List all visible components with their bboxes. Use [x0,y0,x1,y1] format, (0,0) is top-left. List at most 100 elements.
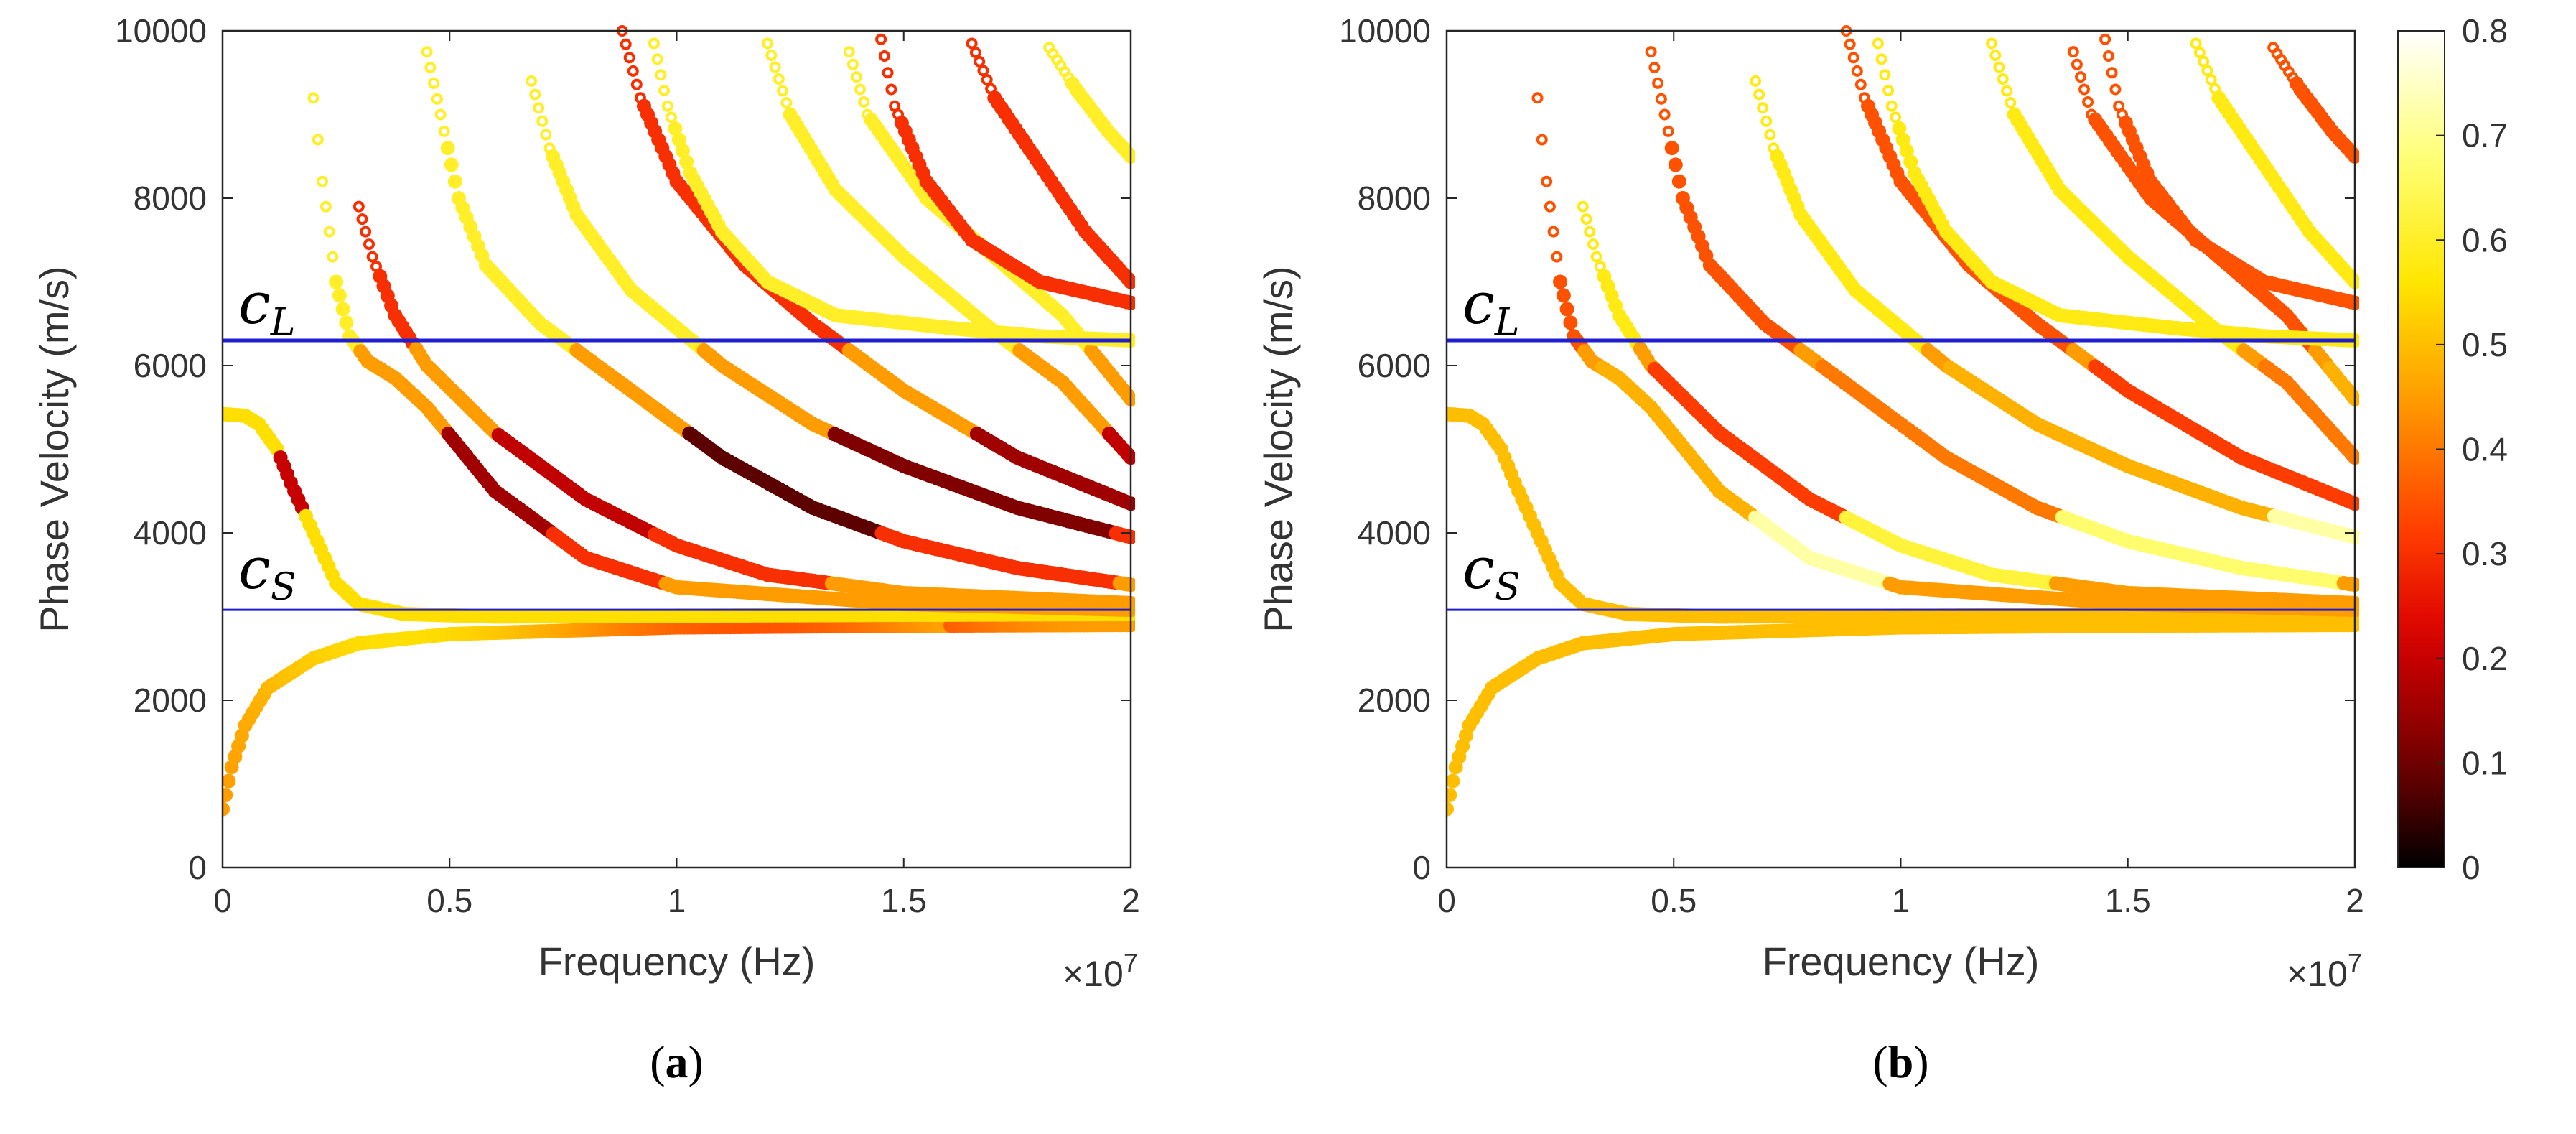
colorbar-tick-label: 0.5 [2462,326,2508,363]
data-point [1547,226,1559,238]
x-tick-label: 1 [668,882,686,919]
data-point [223,773,236,789]
mode-curve-11 [1043,42,1135,164]
y-tick-label: 2000 [134,682,207,719]
x-tick-label: 0.5 [1651,882,1697,919]
y-tick-label: 6000 [1358,347,1431,384]
data-point [319,200,332,213]
data-point [440,141,455,156]
panel-a-axes: 0 0.5 1 1.5 2 0 2000 4000 6000 8000 10000 [115,12,1140,919]
data-point [627,65,639,77]
mode-curve-4 [353,200,1135,610]
panel-a-chart: 0 0.5 1 1.5 2 0 2000 4000 6000 8000 10000 Phase Ve… [32,12,1140,1087]
data-point [312,134,324,146]
y-tick-label: 6000 [134,347,207,384]
data-point [1553,274,1568,289]
data-point [529,88,541,101]
colorbar-tick-label: 0.8 [2462,12,2508,50]
data-point [1531,92,1544,104]
data-point [1551,251,1563,263]
panel-a-reference-lines [223,338,1131,611]
data-point [623,52,635,64]
data-point [317,175,329,187]
data-point [431,93,443,105]
colorbar-tick-label: 0.3 [2462,535,2508,572]
data-point [366,251,378,263]
data-point [773,73,785,85]
y-tick-label: 2000 [1358,682,1431,719]
panel-a-caption: (a) [650,1036,704,1087]
data-point [846,58,859,70]
panel-a-x-exponent: ×107 [1063,948,1138,994]
mode-curve-2 [1447,406,2359,624]
data-point [777,85,789,97]
panel-b-caption: (b) [1872,1036,1928,1087]
data-point [540,129,552,141]
y-tick-label: 4000 [1358,514,1431,552]
data-point [977,65,989,77]
data-point [780,97,793,108]
data-point [1664,141,1679,156]
colorbar-tick-label: 0.1 [2462,744,2508,781]
data-point [765,50,778,61]
data-point [1668,157,1683,172]
data-point [533,102,545,114]
data-point [434,108,447,121]
panel-a-x-axis-title: Frequency (Hz) [538,939,816,984]
data-point [851,71,862,83]
data-point [661,100,673,112]
panel-a-y-axis-title: Phase Velocity (m/s) [32,266,77,632]
data-point [854,83,866,96]
x-tick-label: 2 [2346,882,2364,919]
data-point [363,238,375,251]
x-tick-label: 0 [213,882,232,919]
data-point [1556,288,1571,303]
data-point [438,125,450,137]
data-point [335,302,350,317]
data-point [974,55,986,68]
data-point [1671,174,1686,189]
data-point [1541,175,1553,187]
colorbar-tick-label: 0.6 [2462,221,2508,259]
x-tick-label: 0 [1437,882,1456,919]
data-point [223,801,230,817]
data-point [444,157,459,172]
data-point [339,315,354,330]
data-point [769,61,781,73]
x-tick-label: 0.5 [426,882,472,919]
y-tick-label: 8000 [134,180,207,217]
data-point [875,33,887,45]
colorbar-tick-label: 0 [2462,849,2481,886]
data-point [620,38,632,50]
data-point [1447,801,1454,817]
mode-curve-12 [648,37,1135,348]
data-point [981,74,993,85]
data-point [1563,315,1578,330]
panel-b-dispersion-points [1447,25,2359,817]
y-tick-label: 10000 [115,12,207,50]
data-point [966,37,978,50]
colorbar-tick-label: 0.7 [2462,117,2508,154]
x-tick-label: 1.5 [2105,882,2151,919]
colorbar-tick-label: 0.2 [2462,640,2508,677]
colorbar: 0 0.1 0.2 0.3 0.4 0.5 0.6 0.7 0.8 [2397,12,2508,886]
data-point [447,174,462,189]
data-point [651,53,663,65]
y-tick-label: 4000 [134,514,207,552]
mode-curve-5 [421,46,1135,592]
data-point [885,83,897,96]
panel-a-dispersion-points [223,25,1135,817]
y-tick-label: 0 [188,849,207,886]
y-tick-label: 8000 [1358,180,1431,217]
x-tick-label: 2 [1121,882,1140,919]
x-tick-label: 1.5 [881,882,927,919]
data-point [648,37,660,50]
data-point [323,226,335,238]
data-point [1559,302,1574,317]
data-point [332,288,347,303]
data-point [878,50,890,62]
data-point [666,111,678,124]
data-point [327,251,339,263]
data-point [536,115,549,127]
